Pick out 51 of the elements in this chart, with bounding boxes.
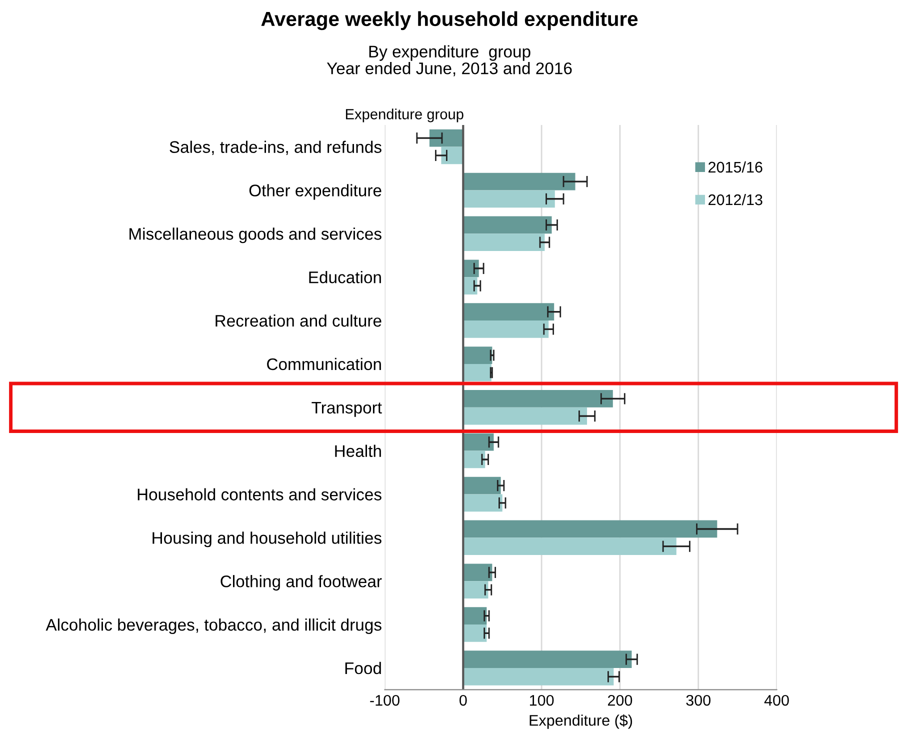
bar: [463, 303, 554, 321]
chart-subtitle: By expenditure group Year ended June, 2013 and 2016: [326, 45, 572, 76]
bar: [463, 277, 478, 294]
y-tick-label: Health: [335, 444, 381, 458]
bar: [463, 476, 501, 494]
y-tick-label: Communication: [267, 358, 381, 370]
bar: [463, 668, 614, 686]
bar: [463, 216, 552, 234]
x-tick-label: -100: [370, 694, 400, 706]
bar: [463, 650, 632, 668]
bar: [429, 129, 464, 147]
legend-label: 2015/16: [708, 161, 762, 173]
x-tick-label: 100: [530, 694, 554, 706]
y-tick-label: Clothing and footwear: [220, 575, 382, 591]
bar: [463, 581, 488, 598]
x-tick-label: 400: [764, 694, 789, 706]
bar: [463, 520, 718, 538]
bar: [463, 190, 555, 208]
bar: [463, 494, 502, 512]
bar: [463, 433, 494, 451]
bar: [463, 346, 492, 364]
bar: [463, 450, 486, 468]
bar: [463, 624, 487, 642]
x-tick-label: 300: [686, 694, 710, 706]
bar: [441, 146, 464, 164]
y-tick-label: Alcoholic beverages, tobacco, and illicit drugs: [46, 618, 382, 634]
legend-label: 2012/13: [708, 194, 762, 206]
y-tick-label: Household contents and services: [138, 488, 382, 500]
y-tick-label: Transport: [312, 402, 382, 417]
bar: [463, 407, 588, 425]
bar: [463, 260, 479, 278]
y-tick-label: Sales, trade-ins, and refunds: [170, 140, 382, 155]
y-axis-title: Expenditure group: [346, 108, 464, 122]
y-tick-label: Other expenditure: [249, 184, 382, 200]
y-tick-label: Food: [345, 662, 381, 674]
bar: [463, 172, 576, 190]
y-tick-label: Housing and household utilities: [152, 532, 382, 548]
y-tick-label: Recreation and culture: [216, 314, 382, 327]
bar: [463, 564, 492, 582]
x-tick-label: 0: [460, 694, 467, 706]
chart-title: Average weekly household expenditure: [261, 11, 638, 30]
y-tick-label: Miscellaneous goods and services: [130, 228, 382, 244]
bar: [463, 320, 549, 338]
x-axis-title: Expenditure ($): [530, 714, 632, 729]
bar: [463, 538, 676, 556]
bar: [463, 234, 545, 252]
x-tick-label: 200: [608, 694, 632, 706]
bar: [463, 390, 613, 408]
y-tick-label: Education: [309, 271, 381, 284]
bar: [463, 607, 487, 625]
bar: [463, 364, 492, 382]
